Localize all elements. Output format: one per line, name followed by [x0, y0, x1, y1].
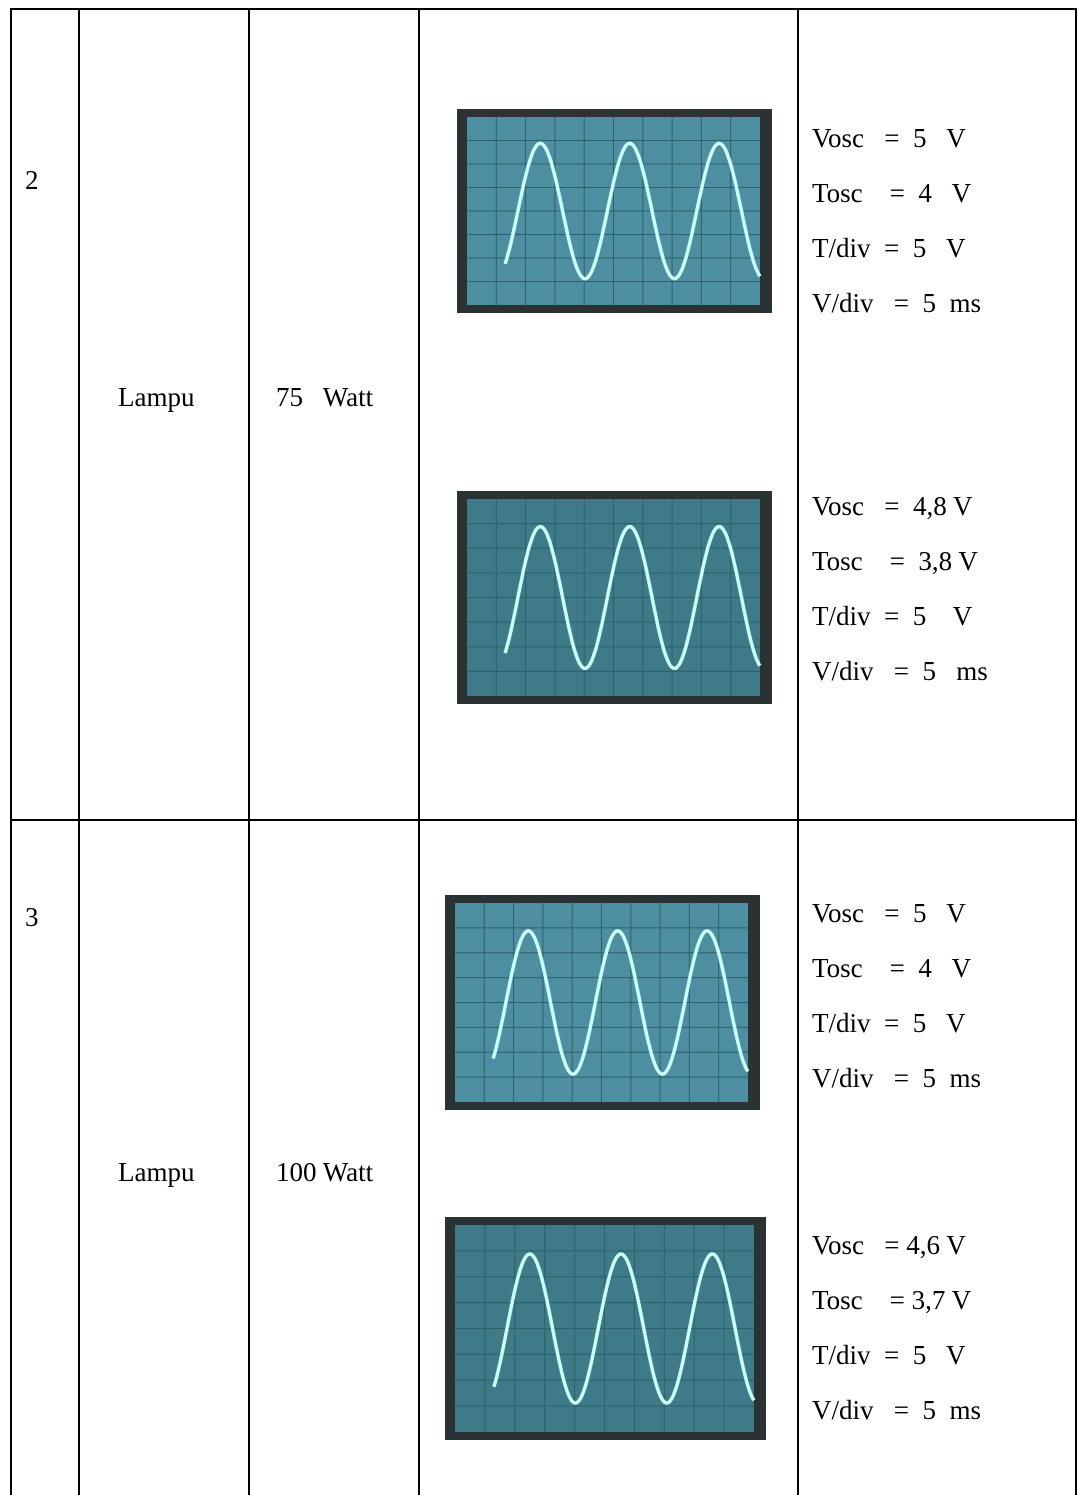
oscilloscope-image: [457, 491, 772, 704]
measurement-line: V/div = 5 ms: [812, 1062, 981, 1094]
measurement-line: T/div = 5 V: [812, 232, 965, 264]
oscilloscope-image: [457, 109, 772, 313]
oscilloscope-image: [445, 1217, 766, 1440]
measurement-line: Tosc = 3,7 V: [812, 1284, 971, 1316]
table-border: [10, 8, 1077, 10]
measurement-line: T/div = 5 V: [812, 1007, 965, 1039]
row-number: 3: [25, 901, 39, 933]
measurement-line: Vosc = 4,6 V: [812, 1229, 966, 1261]
table-border: [10, 819, 1077, 821]
measurement-line: Tosc = 3,8 V: [812, 545, 978, 577]
table-border: [418, 8, 420, 1495]
measurement-line: Vosc = 4,8 V: [812, 490, 973, 522]
table-border: [248, 8, 250, 1495]
power-rating: 100 Watt: [276, 1156, 373, 1188]
row-number: 2: [25, 164, 39, 196]
measurement-line: Vosc = 5 V: [812, 897, 966, 929]
measurement-line: T/div = 5 V: [812, 1339, 965, 1371]
measurement-line: Tosc = 4 V: [812, 177, 971, 209]
measurement-line: V/div = 5 ms: [812, 1394, 981, 1426]
measurement-line: Tosc = 4 V: [812, 952, 971, 984]
power-rating: 75 Watt: [276, 381, 373, 413]
measurement-line: Vosc = 5 V: [812, 122, 966, 154]
measurement-line: T/div = 5 V: [812, 600, 972, 632]
table-border: [78, 8, 80, 1495]
item-name: Lampu: [118, 1156, 194, 1188]
item-name: Lampu: [118, 381, 194, 413]
table-border: [797, 8, 799, 1495]
table-border: [10, 8, 12, 1495]
document-page: 2 Lampu 75 Watt Vosc = 5 V Tosc = 4 V T/div =…: [0, 0, 1078, 1495]
oscilloscope-image: [445, 895, 760, 1110]
table-border: [1075, 8, 1077, 1495]
measurement-line: V/div = 5 ms: [812, 655, 988, 687]
measurement-line: V/div = 5 ms: [812, 287, 981, 319]
